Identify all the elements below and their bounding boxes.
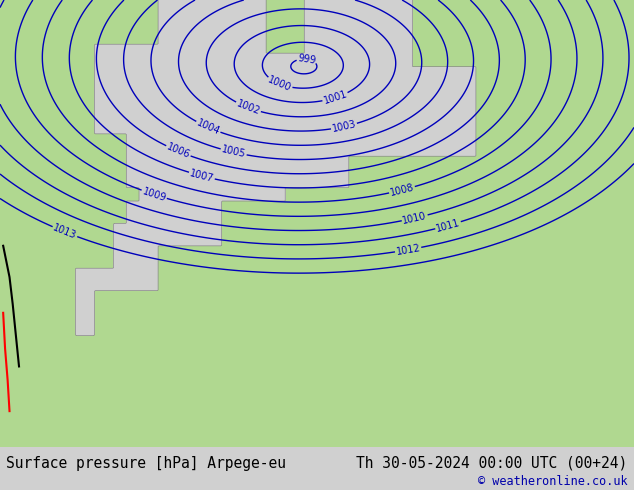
Text: Th 30-05-2024 00:00 UTC (00+24): Th 30-05-2024 00:00 UTC (00+24) <box>356 456 628 471</box>
Text: 1000: 1000 <box>266 74 293 94</box>
Text: 1008: 1008 <box>389 182 415 198</box>
Text: 1010: 1010 <box>402 210 428 225</box>
Text: 1011: 1011 <box>435 217 461 233</box>
Text: 1003: 1003 <box>331 119 357 134</box>
Text: 1002: 1002 <box>235 98 261 117</box>
Text: 1012: 1012 <box>395 243 421 257</box>
Text: Surface pressure [hPa] Arpege-eu: Surface pressure [hPa] Arpege-eu <box>6 456 287 471</box>
Text: 1007: 1007 <box>189 168 215 184</box>
Text: 1004: 1004 <box>195 118 221 137</box>
Text: 1006: 1006 <box>165 142 191 161</box>
Text: 999: 999 <box>297 53 316 66</box>
Text: 1001: 1001 <box>322 89 349 106</box>
Text: 1013: 1013 <box>51 222 78 241</box>
Text: 1009: 1009 <box>141 186 167 203</box>
Text: © weatheronline.co.uk: © weatheronline.co.uk <box>478 475 628 488</box>
Text: 1005: 1005 <box>221 145 247 160</box>
